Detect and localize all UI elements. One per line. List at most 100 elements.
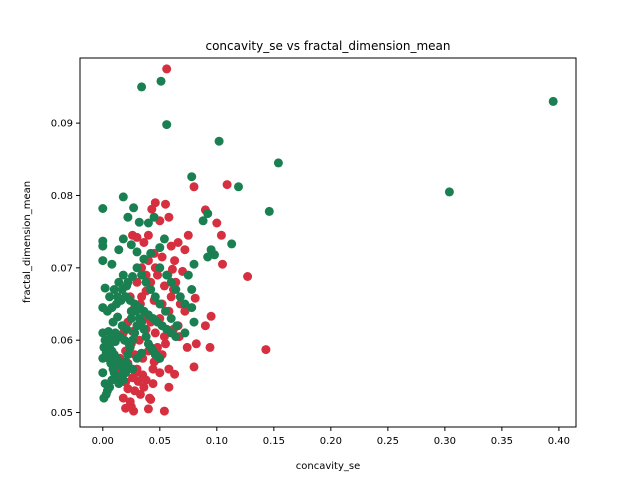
y-tick-label: 0.05 — [51, 408, 73, 419]
scatter-point — [148, 364, 158, 374]
scatter-point — [108, 364, 118, 374]
scatter-point — [150, 328, 160, 338]
scatter-point — [122, 281, 132, 291]
scatter-point — [175, 292, 185, 302]
scatter-point — [187, 303, 197, 313]
scatter-point — [159, 332, 169, 342]
scatter-point — [125, 397, 135, 407]
x-tick-label: 0.00 — [92, 436, 114, 447]
scatter-point — [189, 362, 199, 372]
scatter-point — [139, 254, 149, 264]
scatter-point — [101, 389, 111, 399]
scatter-point — [212, 218, 222, 228]
scatter-point — [126, 306, 136, 316]
scatter-point — [143, 218, 153, 228]
scatter-point — [157, 252, 167, 262]
scatter-point — [137, 270, 147, 280]
scatter-point — [198, 216, 208, 226]
scatter-point — [121, 368, 131, 378]
scatter-point — [161, 306, 170, 316]
scatter-point — [200, 321, 210, 331]
scatter-point — [159, 281, 169, 291]
scatter-point — [141, 375, 151, 385]
scatter-point — [145, 393, 155, 403]
scatter-point — [132, 232, 142, 242]
scatter-point — [182, 342, 192, 352]
scatter-point — [143, 404, 153, 414]
y-axis-label: fractal_dimension_mean — [22, 181, 33, 303]
scatter-point — [206, 311, 216, 321]
scatter-point — [155, 243, 165, 253]
scatter-point — [203, 252, 213, 262]
scatter-point — [273, 158, 283, 168]
scatter-point — [139, 238, 149, 247]
scatter-point — [141, 332, 151, 342]
scatter-point — [109, 285, 119, 294]
scatter-point — [139, 382, 149, 392]
scatter-point — [114, 245, 124, 255]
scatter-point — [161, 339, 170, 349]
scatter-point — [264, 206, 274, 216]
scatter-point — [114, 277, 124, 287]
scatter-point — [210, 250, 219, 260]
y-tick-label: 0.08 — [51, 191, 73, 202]
scatter-point — [205, 342, 215, 352]
scatter-point — [105, 292, 115, 302]
scatter-point — [162, 120, 172, 130]
scatter-point — [164, 364, 174, 374]
scatter-point — [203, 209, 213, 219]
scatter-point — [143, 230, 153, 240]
x-tick-label: 0.20 — [320, 436, 342, 447]
scatter-point — [170, 256, 180, 266]
scatter-point — [218, 259, 227, 269]
scatter-point — [234, 182, 243, 192]
scatter-point — [187, 285, 197, 294]
scatter-point — [180, 306, 190, 316]
scatter-point — [150, 292, 160, 302]
scatter-point — [190, 293, 200, 303]
scatter-point — [214, 136, 224, 146]
scatter-point — [146, 285, 156, 294]
scatter-point — [548, 96, 558, 106]
scatter-point — [162, 270, 172, 280]
scatter-point — [155, 299, 165, 309]
scatter-point — [139, 324, 149, 334]
scatter-point — [132, 263, 142, 273]
scatter-point — [162, 64, 172, 74]
scatter-point — [187, 172, 197, 182]
x-tick-label: 0.40 — [548, 436, 570, 447]
scatter-point — [189, 182, 199, 192]
scatter-point — [172, 321, 182, 331]
scatter-point — [123, 350, 133, 360]
scatter-point — [126, 240, 136, 250]
scatter-point — [153, 270, 162, 280]
scatter-point — [227, 239, 237, 249]
scatter-point — [164, 212, 174, 222]
scatter-point — [146, 248, 156, 258]
scatter-point — [137, 348, 147, 358]
scatter-point — [149, 212, 159, 222]
scatter-point — [126, 314, 136, 323]
x-tick-label: 0.30 — [434, 436, 456, 447]
scatter-point — [159, 406, 169, 416]
scatter-point — [155, 353, 165, 363]
scatter-point — [141, 277, 151, 287]
scatter-point — [123, 212, 133, 222]
scatter-point — [110, 328, 120, 338]
scatter-point — [129, 203, 139, 213]
scatter-point — [118, 192, 128, 202]
scatter-point — [444, 187, 454, 197]
scatter-point — [148, 379, 158, 389]
scatter-point — [113, 312, 123, 322]
scatter-point — [100, 283, 110, 293]
x-axis-label: concavity_se — [296, 461, 360, 472]
scatter-point — [105, 382, 115, 392]
scatter-point — [164, 382, 174, 392]
scatter-point — [124, 339, 134, 349]
scatter-point — [134, 217, 144, 227]
scatter-point — [166, 314, 176, 323]
scatter-point — [180, 245, 190, 255]
scatter-point — [156, 76, 166, 86]
scatter-point — [132, 247, 142, 257]
